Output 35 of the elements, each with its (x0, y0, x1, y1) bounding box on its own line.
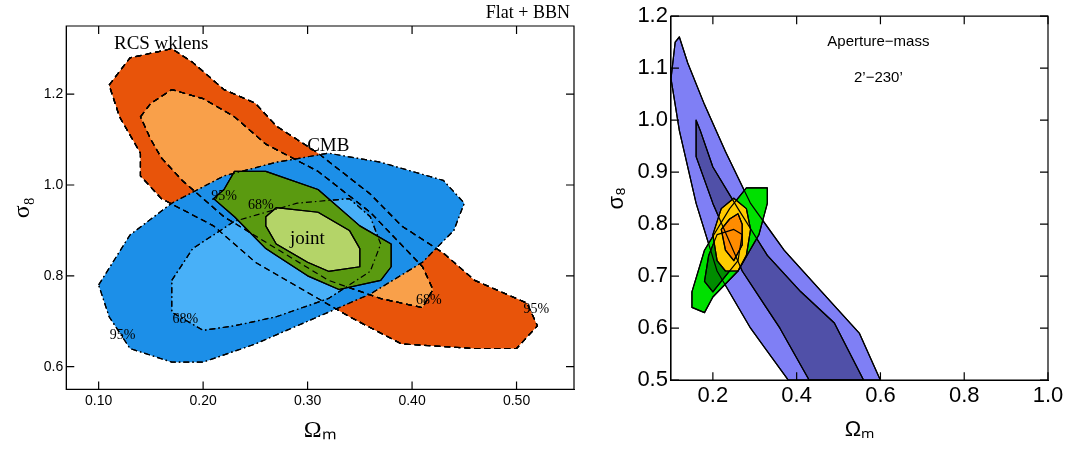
text: Flat + BBN (485, 1, 570, 22)
annotation: 68% (172, 310, 199, 326)
y-tick-label: 0.8 (637, 210, 668, 236)
y-tick-label: 0.5 (637, 366, 668, 392)
y-tick-label: 0.6 (43, 357, 64, 374)
annotation: 2’−230’ (853, 68, 903, 86)
annotation: RCS wklens (113, 32, 209, 54)
y-tick-label: 0.9 (637, 158, 668, 184)
annotation: Aperture−mass (827, 31, 930, 49)
x-tick-label: 0.50 (502, 391, 531, 408)
annotation: 68% (415, 292, 442, 308)
y-tick-label: 1.0 (637, 106, 668, 132)
x-axis-title: Ωₘ (844, 415, 875, 441)
y-tick-label: 1.2 (43, 85, 64, 101)
annotation: 68% (247, 197, 274, 213)
x-tick-label: 0.20 (189, 391, 217, 408)
y-axis-title: σ₈ (7, 197, 34, 219)
x-tick-label: 0.8 (948, 382, 980, 408)
x-tick-label: 1.0 (1032, 382, 1064, 408)
x-tick-label: 0.4 (781, 382, 812, 408)
y-tick-label: 1.0 (43, 175, 64, 192)
x-tick-label: 0.40 (398, 391, 426, 408)
y-tick-label: 0.7 (637, 262, 668, 288)
x-tick-label: 0.2 (697, 382, 729, 408)
y-tick-label: 0.8 (43, 266, 64, 283)
x-tick-label: 0.30 (293, 391, 322, 408)
y-tick-label: 1.2 (637, 2, 668, 28)
x-tick-label: 0.10 (85, 391, 113, 408)
y-tick-label: 0.6 (637, 314, 668, 340)
x-axis-title: Ωₘ (303, 415, 337, 442)
y-tick-label: 1.1 (637, 54, 668, 80)
x-tick-label: 0.6 (865, 382, 896, 408)
y-axis-title: σ₈ (603, 186, 629, 210)
annotation: CMB (307, 133, 350, 155)
annotation: joint (289, 227, 326, 249)
